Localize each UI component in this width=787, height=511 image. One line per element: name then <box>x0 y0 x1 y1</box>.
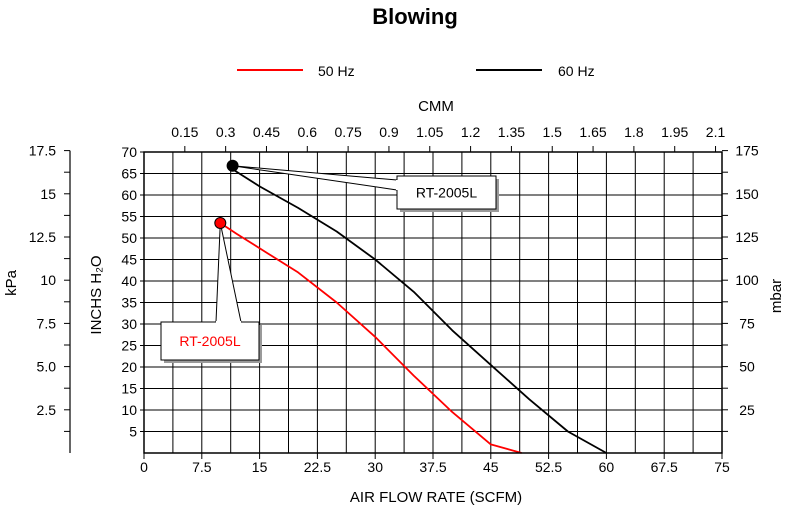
kpa-tick-label: 10 <box>40 272 56 288</box>
cmm-tick-label: 0.3 <box>216 124 236 140</box>
data-marker <box>226 159 239 172</box>
x-tick-label: 37.5 <box>419 459 446 475</box>
callout-label: RT-2005L <box>416 185 477 201</box>
y-tick-label: 5 <box>129 424 137 440</box>
x-axis-label: AIR FLOW RATE (SCFM) <box>350 489 522 506</box>
callout-1: RT-2005L <box>226 159 499 212</box>
kpa-tick-label: 12.5 <box>29 229 56 245</box>
series-line-60hz <box>232 168 607 454</box>
x-tick-label: 7.5 <box>192 459 212 475</box>
y-tick-label: 25 <box>121 338 137 354</box>
cmm-tick-label: 0.75 <box>334 124 361 140</box>
x-tick-label: 30 <box>367 459 383 475</box>
cmm-tick-label: 1.65 <box>579 124 606 140</box>
x-top-axis-label: CMM <box>418 98 454 115</box>
kpa-tick-label: 15 <box>40 186 56 202</box>
kpa-tick-label: 2.5 <box>37 402 57 418</box>
y-tick-label: 20 <box>121 359 137 375</box>
series-line-50hz <box>219 222 522 454</box>
mbar-tick-label: 125 <box>735 229 759 245</box>
x-tick-label: 52.5 <box>535 459 562 475</box>
mbar-tick-label: 50 <box>739 359 755 375</box>
callouts: RT-2005L RT-2005L <box>160 159 499 363</box>
kpa-axis-label: kPa <box>3 269 20 296</box>
cmm-tick-label: 2.1 <box>706 124 726 140</box>
y-tick-label: 10 <box>121 402 137 418</box>
cmm-tick-label: 0.9 <box>379 124 399 140</box>
mbar-axis-label: mbar <box>768 279 785 313</box>
mbar-tick-label: 150 <box>735 186 759 202</box>
x-tick-label: 67.5 <box>651 459 678 475</box>
legend-label-60hz: 60 Hz <box>558 63 595 79</box>
cmm-tick-label: 1.95 <box>661 124 688 140</box>
mbar-tick-label: 25 <box>739 402 755 418</box>
cmm-tick-label: 1.8 <box>624 124 644 140</box>
kpa-tick-label: 5.0 <box>37 359 57 375</box>
y-tick-label: 65 <box>121 166 137 182</box>
legend-label-50hz: 50 Hz <box>318 63 355 79</box>
x-tick-label: 75 <box>714 459 730 475</box>
y-tick-label: 60 <box>121 187 137 203</box>
x-tick-label: 15 <box>252 459 268 475</box>
callout-label: RT-2005L <box>179 333 240 349</box>
data-marker <box>214 217 227 229</box>
y-tick-label: 70 <box>121 144 137 160</box>
cmm-tick-label: 0.15 <box>171 124 198 140</box>
kpa-tick-label: 7.5 <box>37 315 57 331</box>
cmm-tick-label: 0.6 <box>298 124 318 140</box>
y-tick-label: 15 <box>121 381 137 397</box>
mbar-tick-label: 175 <box>735 143 759 159</box>
y-tick-label: 40 <box>121 273 137 289</box>
y-tick-label: 30 <box>121 316 137 332</box>
x-tick-label: 45 <box>483 459 499 475</box>
callout-pointer <box>232 165 398 191</box>
cmm-tick-label: 1.5 <box>543 124 563 140</box>
callout-box <box>160 321 260 361</box>
mbar-tick-label: 100 <box>735 272 759 288</box>
cmm-tick-label: 1.05 <box>416 124 443 140</box>
mbar-tick-label: 75 <box>739 315 755 331</box>
callout-0: RT-2005L <box>160 217 262 363</box>
kpa-tick-label: 17.5 <box>29 143 56 159</box>
x-tick-label: 22.5 <box>304 459 331 475</box>
x-tick-label: 0 <box>140 459 148 475</box>
data-series <box>219 168 607 454</box>
cmm-tick-label: 1.35 <box>498 124 525 140</box>
y-tick-label: 35 <box>121 295 137 311</box>
x-tick-label: 60 <box>599 459 615 475</box>
callout-box <box>396 175 497 210</box>
plot-frame <box>143 151 723 454</box>
y-axis-label: INCHS H₂O <box>88 255 105 334</box>
y-tick-label: 50 <box>121 230 137 246</box>
cmm-tick-label: 0.45 <box>253 124 280 140</box>
cmm-tick-label: 1.2 <box>461 124 481 140</box>
chart-title: Blowing <box>372 4 458 29</box>
y-tick-label: 45 <box>121 252 137 268</box>
y-tick-label: 55 <box>121 209 137 225</box>
axis-ticks: 0 7.5 15 22.5 30 37.5 45 52.5 60 67.5 750.15 0.3 0.4… <box>29 124 759 475</box>
